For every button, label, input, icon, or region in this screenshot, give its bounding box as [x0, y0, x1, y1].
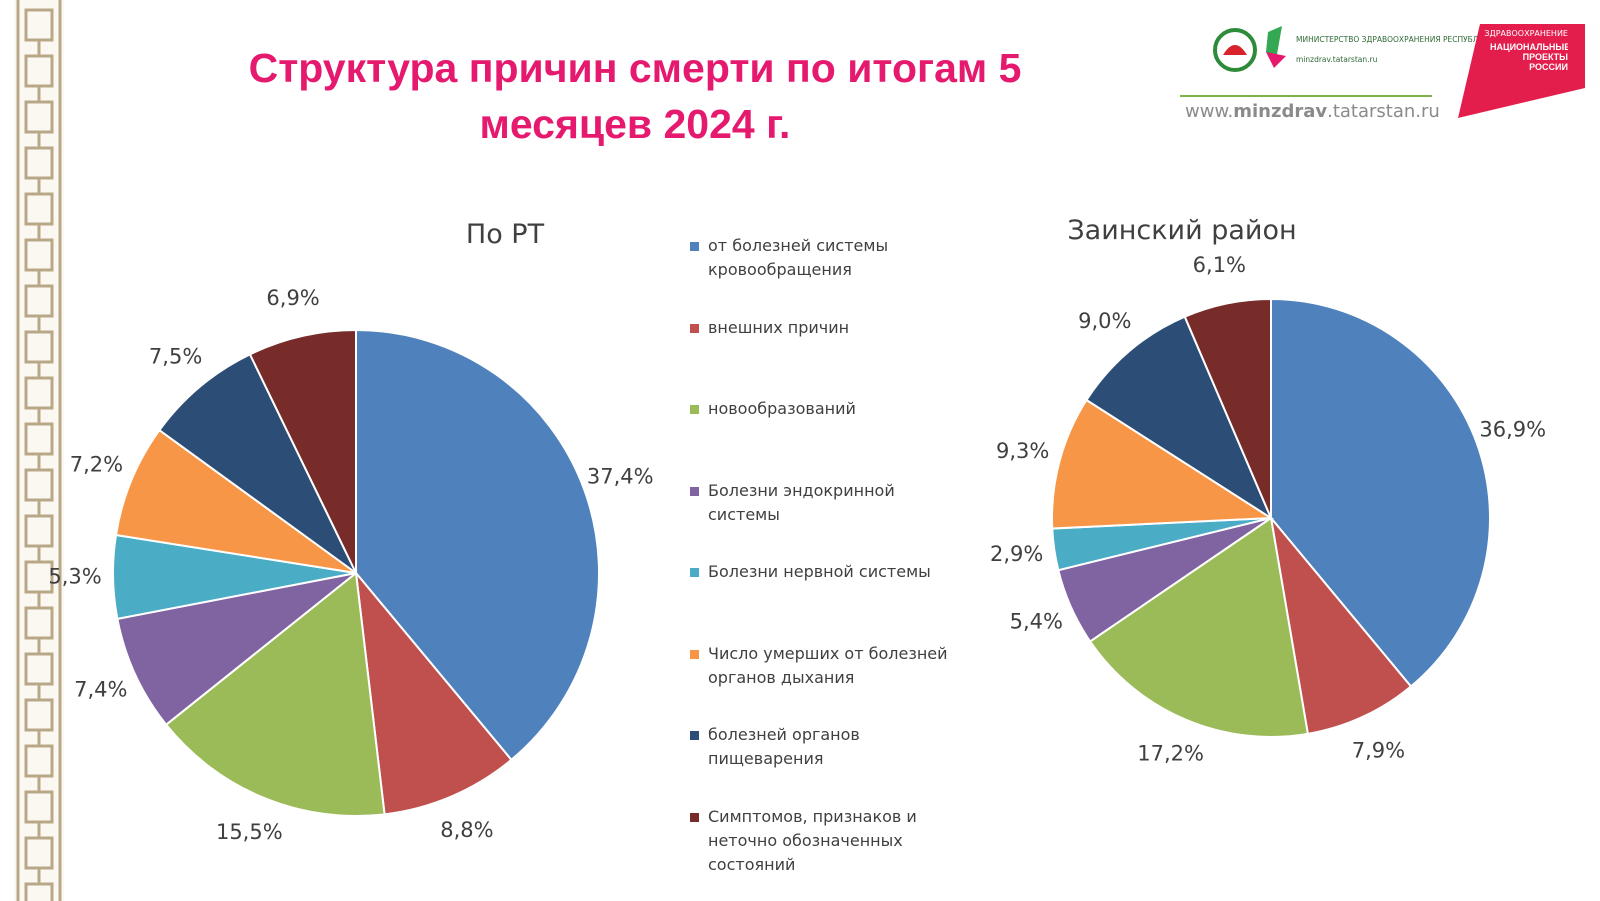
pie-slice: [1270, 297, 1491, 688]
legend-label: внешних причин: [708, 317, 850, 337]
pie-slice: [1051, 398, 1275, 530]
legend-label: Болезни эндокринной системы: [708, 480, 895, 524]
legend-label: Симптомов, признаков и неточно обозначен…: [708, 806, 917, 874]
pie-slice: [248, 328, 357, 574]
legend-label: от болезней системы кровообращения: [708, 236, 889, 279]
np-top: ЗДРАВООХРАНЕНИЕ: [1484, 29, 1568, 38]
legend-item: Болезни эндокринной системы: [690, 479, 958, 527]
ornament-pattern: [24, 8, 54, 901]
pie-slice: [1269, 514, 1413, 736]
legend-item: Симптомов, признаков и неточно обозначен…: [690, 805, 958, 877]
border-ornament: [14, 0, 64, 901]
data-label: 2,9%: [990, 542, 1043, 566]
pie-title: Заинский район: [1067, 215, 1296, 246]
pie-slice: [1085, 315, 1274, 521]
data-label: 7,9%: [1352, 738, 1405, 762]
ornament-cell: [24, 882, 54, 901]
data-label: 37,4%: [587, 464, 654, 488]
ministry-site: minzdrav.tatarstan.ru: [1296, 55, 1378, 64]
legend-label: болезней органов пищеварения: [708, 725, 860, 768]
ministry: МИНИСТЕРСТВО ЗДРАВООХРАНЕНИЯ РЕСПУБЛИКИ …: [1296, 35, 1542, 44]
pie-slice: [164, 571, 386, 817]
legend-item: внешних причин: [690, 316, 958, 340]
data-label: 17,2%: [1137, 742, 1204, 766]
data-label: 9,3%: [996, 439, 1049, 463]
logos: МИНИСТЕРСТВО ЗДРАВООХРАНЕНИЯ РЕСПУБЛИКИ …: [1180, 24, 1585, 122]
legend-label: Болезни нервной системы: [708, 562, 931, 581]
pie-slice: [354, 569, 513, 816]
legend-swatch: [690, 486, 699, 496]
legend-label: Число умерших от болезней органов дыхани…: [708, 643, 948, 687]
legend-item: Болезни нервной системы: [690, 560, 958, 584]
legend-swatch: [690, 812, 699, 822]
data-label: 9,0%: [1078, 309, 1131, 333]
np-main: НАЦИОНАЛЬНЫЕ ПРОЕКТЫ РОССИИ: [1490, 42, 1568, 72]
data-label: 36,9%: [1479, 418, 1546, 442]
pie-slice: [1183, 297, 1272, 519]
legend-item: новообразований: [690, 397, 958, 421]
site-url: www.minzdrav.tatarstan.ru: [1185, 101, 1440, 122]
pie-slice: [355, 328, 600, 762]
legend-item: Число умерших от болезней органов дыхани…: [690, 642, 958, 690]
legend-swatch: [690, 323, 699, 333]
legend-item: болезней органов пищеварения: [690, 723, 958, 771]
legend-label: новообразований: [708, 399, 856, 418]
data-label: 8,8%: [440, 818, 493, 842]
data-label: 5,4%: [1010, 610, 1063, 634]
data-label: 7,2%: [70, 452, 123, 476]
data-label: 6,1%: [1193, 253, 1246, 277]
pie-slice: [158, 353, 357, 574]
legend-item: от болезней системы кровообращения: [690, 234, 958, 282]
legend-swatch: [690, 568, 699, 577]
pie-slice: [1088, 516, 1310, 738]
pie-slice: [114, 428, 357, 574]
data-label: 6,9%: [266, 286, 319, 310]
pie-title: По РТ: [466, 219, 545, 250]
data-label: 7,4%: [74, 678, 127, 702]
legend-swatch: [690, 242, 699, 251]
legend-swatch: [690, 405, 699, 414]
legend-swatch: [690, 731, 699, 740]
slide-title: Структура причин смерти по итогам 5 меся…: [248, 45, 1022, 147]
pie-slice: [116, 572, 357, 727]
legend-swatch: [690, 649, 699, 659]
data-label: 7,5%: [149, 345, 202, 369]
data-label: 5,3%: [48, 565, 101, 589]
data-label: 15,5%: [216, 820, 283, 844]
